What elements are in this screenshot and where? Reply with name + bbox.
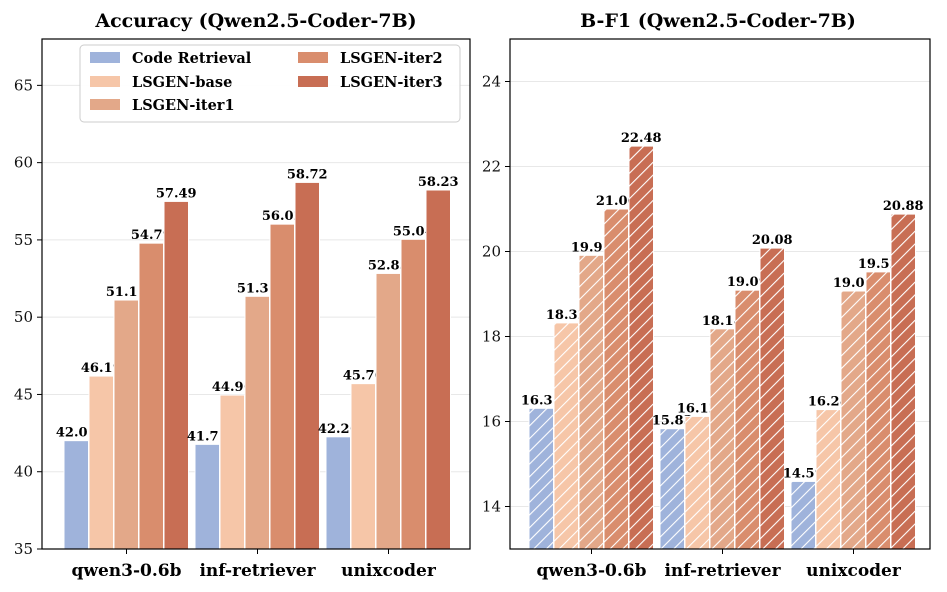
bf1-category-label: qwen3-0.6b bbox=[536, 561, 646, 581]
accuracy-data-label: 54.79 bbox=[131, 228, 172, 243]
bf1-data-label: 22.48 bbox=[621, 131, 662, 146]
accuracy-data-label: 57.49 bbox=[156, 186, 197, 201]
bf1-y-tick-label: 18 bbox=[482, 328, 501, 346]
accuracy-data-label: 45.70 bbox=[343, 369, 384, 384]
legend-box bbox=[79, 44, 461, 123]
legend: Code Retrieval LSGEN-base LSGEN-iter1 LSGEN… bbox=[79, 44, 461, 123]
accuracy-bar bbox=[88, 375, 114, 550]
accuracy-data-label: 55.04 bbox=[393, 224, 434, 239]
bf1-data-label: 16.28 bbox=[808, 395, 849, 410]
accuracy-y-tick-label: 50 bbox=[14, 308, 33, 326]
bf1-bar bbox=[815, 409, 841, 550]
bf1-data-label: 15.83 bbox=[652, 414, 693, 429]
bf1-data-label: 21.00 bbox=[596, 194, 637, 209]
accuracy-bar bbox=[163, 200, 189, 550]
bf1-bar bbox=[528, 407, 554, 550]
legend-label: LSGEN-base bbox=[132, 74, 232, 91]
bf1-data-label: 18.18 bbox=[702, 314, 743, 329]
accuracy-category-label: qwen3-0.6b bbox=[71, 561, 181, 581]
legend-swatch bbox=[90, 52, 120, 63]
bf1-data-label: 18.32 bbox=[546, 308, 587, 323]
bf1-data-label: 14.59 bbox=[783, 466, 824, 481]
accuracy-data-label: 46.19 bbox=[81, 361, 122, 376]
accuracy-bar bbox=[269, 223, 295, 550]
legend-label: LSGEN-iter1 bbox=[132, 97, 235, 114]
accuracy-y-tick-label: 45 bbox=[14, 385, 33, 403]
bf1-chart: B-F1 (Qwen2.5-Coder-7B) 14 16 18 20 22 24 16.3… bbox=[482, 10, 931, 581]
accuracy-bar bbox=[113, 299, 139, 550]
bf1-bar bbox=[553, 322, 579, 550]
bf1-data-label: 19.91 bbox=[571, 240, 612, 255]
accuracy-y-tick-label: 40 bbox=[14, 463, 33, 481]
bf1-y-tick-label: 24 bbox=[482, 73, 501, 91]
accuracy-bar bbox=[350, 383, 376, 550]
legend-swatch bbox=[90, 99, 120, 110]
legend-swatch bbox=[298, 76, 328, 87]
accuracy-y-tick-label: 55 bbox=[14, 231, 33, 249]
bf1-data-label: 20.88 bbox=[883, 199, 924, 214]
bf1-category-label: unixcoder bbox=[806, 561, 902, 581]
accuracy-data-label: 44.96 bbox=[212, 380, 253, 395]
bf1-bar bbox=[790, 480, 816, 550]
bf1-data-label: 19.52 bbox=[858, 257, 899, 272]
accuracy-data-label: 42.26 bbox=[318, 422, 359, 437]
accuracy-bar bbox=[375, 272, 401, 550]
accuracy-bar bbox=[325, 436, 351, 550]
legend-label: LSGEN-iter2 bbox=[340, 50, 443, 67]
bf1-bar bbox=[709, 328, 735, 550]
bf1-bar bbox=[578, 254, 604, 550]
accuracy-bar bbox=[138, 242, 164, 550]
bf1-category-label: inf-retriever bbox=[664, 561, 781, 581]
accuracy-data-label: 51.35 bbox=[237, 281, 278, 296]
bf1-y-tick-label: 14 bbox=[482, 498, 501, 516]
bf1-bar bbox=[628, 145, 654, 550]
accuracy-category-label: inf-retriever bbox=[199, 561, 316, 581]
bf1-bar bbox=[603, 208, 629, 550]
accuracy-y-tick-label: 65 bbox=[14, 76, 33, 94]
bf1-bar bbox=[734, 289, 760, 550]
accuracy-data-label: 58.72 bbox=[287, 167, 328, 182]
accuracy-chart-title: Accuracy (Qwen2.5-Coder-7B) bbox=[94, 10, 416, 32]
bf1-data-label: 19.09 bbox=[727, 275, 768, 290]
accuracy-bar bbox=[219, 394, 245, 550]
bf1-chart-title: B-F1 (Qwen2.5-Coder-7B) bbox=[580, 10, 856, 32]
bf1-bar bbox=[840, 290, 866, 550]
accuracy-bar bbox=[194, 443, 220, 550]
accuracy-data-label: 58.23 bbox=[418, 175, 459, 190]
accuracy-y-tick-label: 60 bbox=[14, 154, 33, 172]
accuracy-data-label: 51.11 bbox=[106, 285, 147, 300]
accuracy-data-label: 56.02 bbox=[262, 209, 303, 224]
bf1-bar bbox=[759, 247, 785, 550]
bf1-data-label: 19.07 bbox=[833, 276, 874, 291]
accuracy-data-label: 41.77 bbox=[187, 429, 228, 444]
legend-swatch bbox=[298, 52, 328, 63]
bf1-plot-frame bbox=[509, 38, 931, 550]
accuracy-bar bbox=[425, 189, 451, 550]
bf1-y-tick-label: 16 bbox=[482, 413, 501, 431]
bf1-y-tick-label: 20 bbox=[482, 243, 501, 261]
legend-swatch bbox=[90, 76, 120, 87]
accuracy-bar bbox=[400, 238, 426, 550]
bf1-data-label: 20.08 bbox=[752, 233, 793, 248]
accuracy-bar bbox=[63, 440, 89, 550]
accuracy-bar bbox=[294, 181, 320, 550]
legend-label: Code Retrieval bbox=[132, 50, 252, 67]
bf1-y-tick-label: 22 bbox=[482, 158, 501, 176]
legend-label: LSGEN-iter3 bbox=[340, 74, 443, 91]
bf1-bar bbox=[865, 271, 891, 550]
bf1-data-label: 16.12 bbox=[677, 401, 718, 416]
bf1-bar bbox=[684, 415, 710, 550]
accuracy-chart: Accuracy (Qwen2.5-Coder-7B) 35 40 45 50 55 60… bbox=[14, 10, 471, 581]
bf1-data-label: 16.31 bbox=[521, 393, 562, 408]
accuracy-category-label: unixcoder bbox=[341, 561, 437, 581]
bf1-bar bbox=[890, 213, 916, 550]
accuracy-bar bbox=[244, 295, 270, 550]
bf1-bar bbox=[659, 428, 685, 550]
accuracy-data-label: 42.01 bbox=[56, 426, 97, 441]
accuracy-y-tick-label: 35 bbox=[14, 540, 33, 558]
accuracy-data-label: 52.83 bbox=[368, 258, 409, 273]
accuracy-plot-frame bbox=[41, 38, 471, 550]
